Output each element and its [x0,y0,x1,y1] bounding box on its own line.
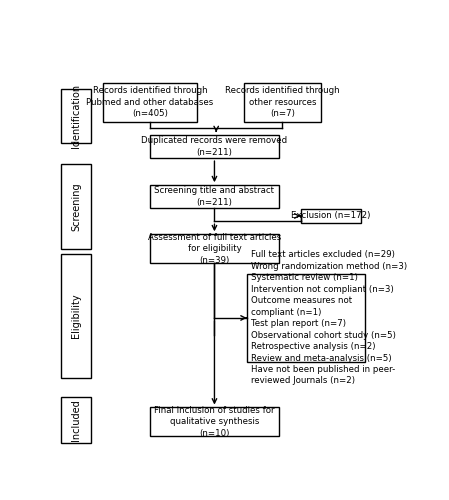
FancyBboxPatch shape [62,89,91,143]
FancyBboxPatch shape [103,83,197,122]
FancyBboxPatch shape [150,135,279,158]
FancyBboxPatch shape [62,164,91,248]
FancyBboxPatch shape [62,397,91,443]
Text: Final Inclusion of studies for
qualitative synthesis
(n=10): Final Inclusion of studies for qualitati… [154,406,275,438]
FancyBboxPatch shape [150,185,279,208]
Text: Screening: Screening [71,182,81,230]
FancyBboxPatch shape [244,83,321,122]
Text: Records identified through
other resources
(n=7): Records identified through other resourc… [225,86,339,118]
FancyBboxPatch shape [62,254,91,378]
Text: Identification: Identification [71,84,81,148]
FancyBboxPatch shape [150,234,279,263]
FancyBboxPatch shape [300,208,361,223]
Text: Full text articles excluded (n=29)
Wrong randomization method (n=3)
Systematic r: Full text articles excluded (n=29) Wrong… [251,250,407,386]
Text: Duplicated records were removed
(n=211): Duplicated records were removed (n=211) [141,136,287,157]
Text: Included: Included [71,399,81,441]
Text: Records identified through
Pubmed and other databases
(n=405): Records identified through Pubmed and ot… [87,86,214,118]
Text: Screening title and abstract
(n=211): Screening title and abstract (n=211) [154,186,274,207]
Text: Eligibility: Eligibility [71,294,81,339]
FancyBboxPatch shape [150,408,279,436]
Text: Assessment of full text articles
for eligibility
(n=39): Assessment of full text articles for eli… [148,232,281,264]
FancyBboxPatch shape [247,274,365,362]
Text: Exclusion (n=172): Exclusion (n=172) [291,212,371,220]
